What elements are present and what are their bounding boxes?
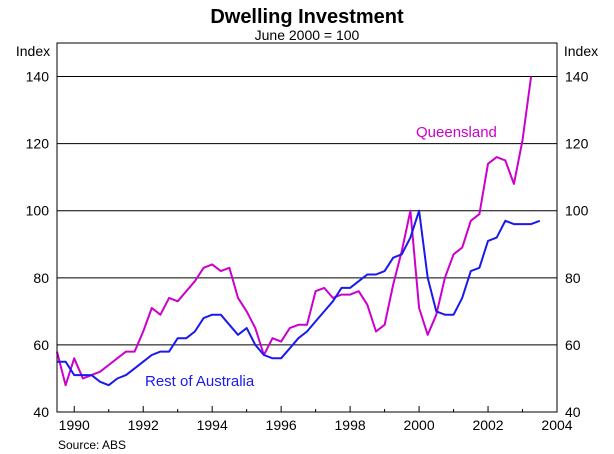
- chart-title: Dwelling Investment: [210, 6, 404, 28]
- y-tick-label-right: 100: [565, 203, 589, 219]
- queensland-label: Queensland: [416, 124, 497, 141]
- y-tick-label-left: 140: [26, 69, 50, 85]
- source-note: Source: ABS: [58, 438, 126, 452]
- y-tick-label-right: 60: [565, 337, 581, 353]
- y-tick-label-right: 40: [565, 404, 581, 420]
- x-tick-label: 1996: [266, 417, 297, 433]
- y-ticks-left: 40 60 80 100 120 140: [26, 69, 50, 420]
- y-tick-label-left: 120: [26, 136, 50, 152]
- x-tick-label: 1998: [335, 417, 366, 433]
- rest-of-australia-label: Rest of Australia: [145, 373, 255, 390]
- series-lines: [56, 76, 541, 387]
- x-tick-label: 2002: [472, 417, 503, 433]
- y-ticks-right: 40 60 80 100 120 140: [565, 69, 589, 420]
- chart-subtitle: June 2000 = 100: [255, 27, 360, 43]
- y-tick-label-left: 80: [33, 270, 49, 286]
- y-tick-label-right: 140: [565, 69, 589, 85]
- x-ticks: 1990 1992 1994 1996 1998 2000 2002 2004: [59, 406, 573, 433]
- y-tick-label-left: 100: [26, 203, 50, 219]
- rest-of-australia-line: [57, 209, 541, 387]
- y-tick-label-left: 40: [33, 404, 49, 420]
- gridlines: [57, 76, 557, 346]
- y-axis-label-left: Index: [16, 43, 50, 59]
- y-axis-label-right: Index: [564, 43, 598, 59]
- plot-frame: [56, 42, 558, 413]
- x-tick-label: 2004: [541, 417, 572, 433]
- x-tick-label: 1994: [197, 417, 228, 433]
- y-tick-label-right: 120: [565, 136, 589, 152]
- x-tick-label: 1992: [128, 417, 159, 433]
- queensland-line: [56, 76, 533, 387]
- x-tick-label: 2000: [403, 417, 434, 433]
- y-tick-label-left: 60: [33, 337, 49, 353]
- y-tick-label-right: 80: [565, 270, 581, 286]
- x-tick-label: 1990: [59, 417, 90, 433]
